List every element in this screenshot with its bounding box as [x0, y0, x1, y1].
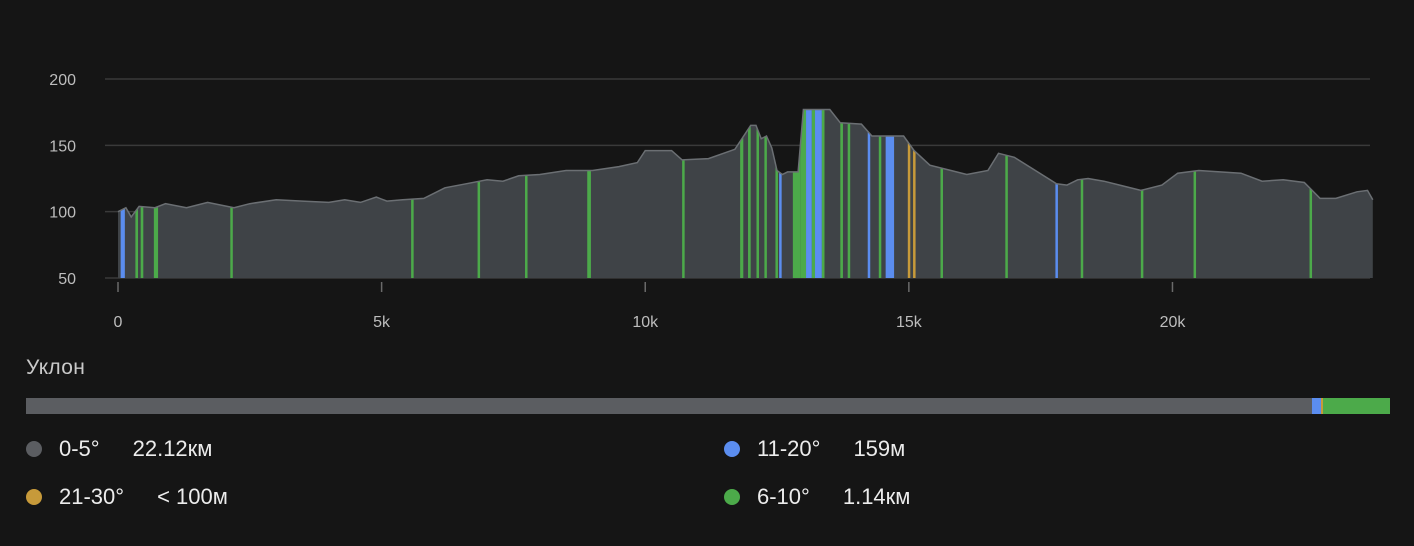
- legend-range-steep: 11-20°: [757, 436, 821, 461]
- legend-dot-steep: [724, 441, 740, 457]
- x-tick-label-0: 0: [114, 314, 123, 331]
- slope-band-27: [907, 109, 911, 278]
- slope-bar-segment-0: [26, 398, 1313, 414]
- y-tick-label-200: 200: [49, 72, 76, 89]
- slope-band-28: [913, 109, 916, 278]
- slope-distribution-bar: [26, 398, 1390, 414]
- slope-band-34: [1193, 109, 1197, 278]
- legend-value-gentle: 22.12км: [132, 436, 213, 461]
- slope-band-10: [740, 109, 744, 278]
- y-tick-label-150: 150: [49, 138, 76, 155]
- slope-band-29: [940, 109, 943, 278]
- slope-band-30: [1005, 109, 1008, 278]
- slope-band-17: [800, 109, 807, 278]
- legend-range-very-steep: 21-30°: [59, 484, 125, 509]
- x-axis-ticks: 0 5k 10k 15k 20k: [114, 282, 1187, 331]
- slope-band-3: [153, 109, 159, 278]
- slope-band-35: [1309, 109, 1313, 278]
- legend-item-gentle: 0-5° 22.12км: [26, 436, 212, 462]
- slope-band-11: [748, 109, 751, 278]
- slope-band-5: [411, 109, 414, 278]
- slope-band-26: [885, 109, 895, 278]
- slope-band-23: [847, 109, 851, 278]
- slope-band-18: [806, 109, 812, 278]
- slope-band-31: [1055, 109, 1058, 278]
- x-tick-label-20k: 20k: [1160, 314, 1187, 331]
- slope-band-1: [135, 109, 139, 278]
- x-tick-label-5k: 5k: [373, 314, 391, 331]
- slope-band-22: [840, 109, 843, 278]
- y-tick-label-100: 100: [49, 205, 76, 222]
- legend-item-very-steep: 21-30° < 100м: [26, 484, 228, 510]
- slope-bar-segment-1: [1312, 398, 1322, 414]
- elevation-area: [118, 109, 1373, 278]
- slope-band-7: [525, 109, 528, 278]
- legend-range-gentle: 0-5°: [59, 436, 100, 461]
- elevation-profile-line: [117, 108, 1374, 219]
- slope-band-32: [1080, 109, 1084, 278]
- y-tick-label-50: 50: [58, 271, 76, 288]
- slope-band-8: [587, 109, 591, 278]
- slope-band-12: [756, 109, 759, 278]
- slope-band-6: [477, 109, 481, 278]
- slope-bar-segment-3: [1323, 398, 1390, 414]
- slope-band-16: [792, 109, 801, 278]
- slope-band-19: [811, 109, 816, 278]
- slope-band-21: [821, 109, 825, 278]
- legend-value-very-steep: < 100м: [157, 484, 228, 509]
- x-tick-label-10k: 10k: [632, 314, 659, 331]
- slope-band-24: [867, 109, 871, 278]
- slope-bar-segment-2: [1321, 398, 1324, 414]
- slope-band-20: [815, 109, 822, 278]
- slope-band-9: [682, 109, 685, 278]
- slope-band-13: [764, 109, 767, 278]
- slope-band-2: [140, 109, 144, 278]
- slope-band-15: [779, 109, 782, 278]
- legend-range-moderate: 6-10°: [757, 484, 810, 509]
- legend-value-moderate: 1.14км: [842, 484, 911, 509]
- legend-item-steep: 11-20° 159м: [724, 436, 905, 462]
- slope-band-0: [120, 109, 125, 278]
- legend-dot-gentle: [26, 441, 42, 457]
- slope-section-title: Уклон: [26, 356, 86, 379]
- elevation-chart: 200 150 100 50 0 5k 10k 15k 20k: [49, 72, 1374, 331]
- x-tick-label-15k: 15k: [896, 314, 923, 331]
- slope-band-4: [230, 109, 233, 278]
- legend-dot-moderate: [724, 489, 740, 505]
- legend-dot-very-steep: [26, 489, 42, 505]
- legend-value-steep: 159м: [853, 436, 906, 461]
- y-axis-labels: 200 150 100 50: [49, 72, 76, 288]
- slope-band-25: [878, 109, 882, 278]
- slope-band-14: [775, 109, 778, 278]
- legend-item-moderate: 6-10° 1.14км: [724, 484, 910, 510]
- slope-band-33: [1140, 109, 1144, 278]
